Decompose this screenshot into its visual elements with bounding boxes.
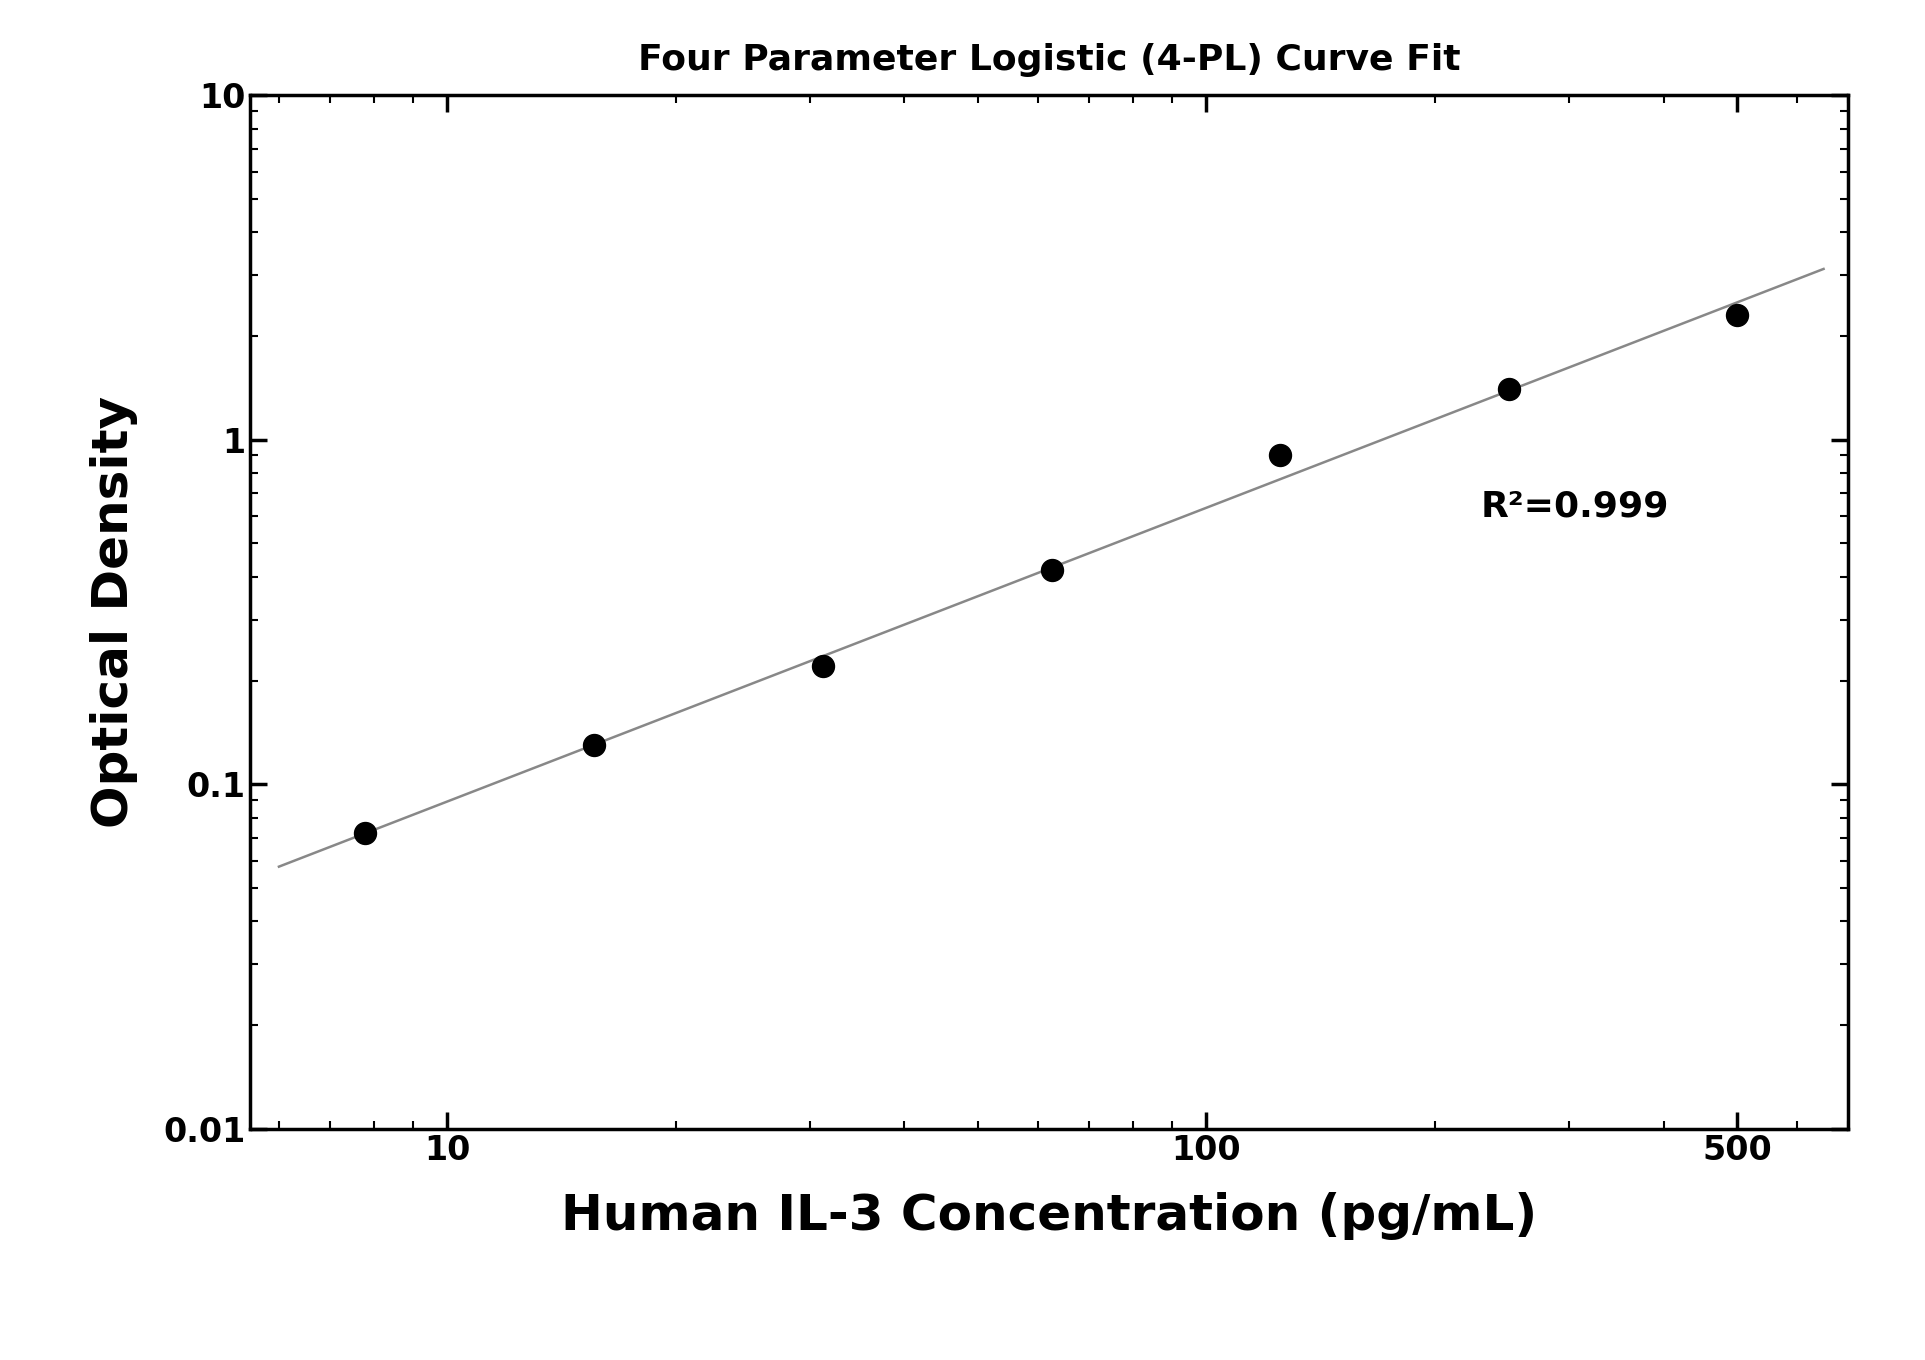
Text: R²=0.999: R²=0.999 (1480, 490, 1669, 524)
Point (1036, 559, 1066, 581)
X-axis label: Human IL-3 Concentration (pg/mL): Human IL-3 Concentration (pg/mL) (560, 1191, 1538, 1240)
Title: Four Parameter Logistic (4-PL) Curve Fit: Four Parameter Logistic (4-PL) Curve Fit (637, 44, 1461, 78)
Point (350, 823, 381, 845)
Point (1721, 305, 1752, 326)
Point (1494, 378, 1525, 400)
Point (579, 734, 610, 756)
Point (1265, 445, 1296, 466)
Y-axis label: Optical Density: Optical Density (90, 396, 139, 828)
Point (808, 656, 839, 677)
